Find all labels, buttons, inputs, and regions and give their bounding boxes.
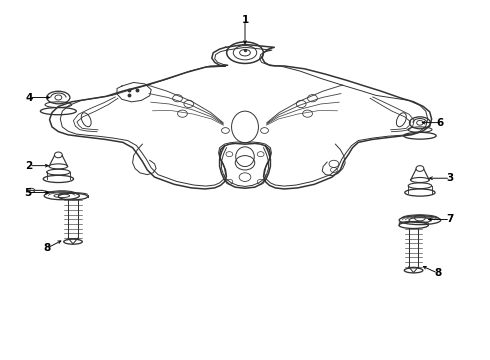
Text: 8: 8 [44, 243, 51, 253]
Text: 7: 7 [446, 215, 454, 224]
Text: 8: 8 [434, 268, 441, 278]
Text: 4: 4 [25, 93, 33, 103]
Text: 5: 5 [24, 188, 31, 198]
Text: 6: 6 [437, 118, 444, 128]
Text: 2: 2 [25, 161, 33, 171]
Text: 1: 1 [242, 15, 248, 26]
Text: 3: 3 [446, 173, 454, 183]
